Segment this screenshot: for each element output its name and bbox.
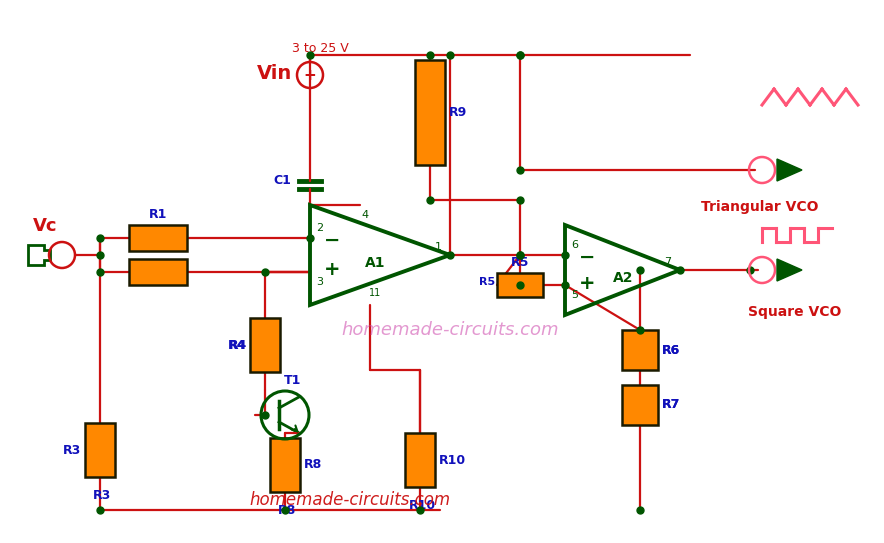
- Text: homemade-circuits.com: homemade-circuits.com: [341, 321, 559, 339]
- Text: R4: R4: [229, 338, 247, 351]
- Text: C1: C1: [273, 174, 291, 186]
- Bar: [622, 330, 658, 370]
- Text: R4: R4: [227, 338, 246, 351]
- Text: Vin: Vin: [256, 64, 292, 83]
- Text: R10: R10: [439, 453, 466, 466]
- Text: 3 to 25 V: 3 to 25 V: [292, 42, 348, 55]
- Text: R10: R10: [408, 499, 436, 512]
- Polygon shape: [777, 259, 802, 281]
- Text: −: −: [579, 248, 595, 267]
- Text: +: +: [579, 274, 595, 293]
- Text: R1: R1: [149, 208, 167, 221]
- Bar: [415, 60, 445, 165]
- Text: R5: R5: [511, 256, 530, 269]
- Text: 6: 6: [571, 240, 578, 250]
- Text: R7: R7: [662, 399, 681, 412]
- Text: +: +: [303, 67, 316, 83]
- Text: 7: 7: [665, 257, 672, 267]
- Text: A2: A2: [613, 271, 633, 285]
- Text: R8: R8: [304, 458, 323, 471]
- Bar: [622, 385, 658, 425]
- Bar: [129, 225, 187, 251]
- Polygon shape: [777, 159, 802, 181]
- Text: T1: T1: [285, 374, 301, 387]
- Bar: [129, 259, 187, 285]
- Text: R6: R6: [662, 344, 681, 357]
- Text: A1: A1: [365, 256, 385, 270]
- Text: Vc: Vc: [33, 217, 57, 235]
- Text: R5: R5: [479, 277, 495, 287]
- Text: R3: R3: [93, 489, 111, 502]
- Text: 2: 2: [316, 223, 324, 233]
- Text: R2: R2: [149, 242, 167, 255]
- Bar: [405, 433, 435, 487]
- Bar: [250, 318, 280, 372]
- Text: Triangular VCO: Triangular VCO: [701, 200, 819, 214]
- Bar: [270, 438, 300, 492]
- Text: R8: R8: [278, 504, 296, 517]
- Text: R7: R7: [662, 399, 681, 412]
- Text: Square VCO: Square VCO: [749, 305, 842, 319]
- Text: 5: 5: [571, 290, 578, 300]
- Text: 4: 4: [362, 210, 369, 220]
- Bar: [497, 273, 543, 297]
- Text: R9: R9: [449, 106, 468, 119]
- Text: R3: R3: [63, 444, 81, 457]
- Text: +: +: [324, 260, 340, 279]
- Text: 11: 11: [369, 288, 381, 298]
- Text: −: −: [324, 231, 340, 250]
- Text: 1: 1: [435, 242, 441, 252]
- Text: homemade-circuits.com: homemade-circuits.com: [249, 491, 451, 509]
- Bar: [85, 423, 115, 477]
- Text: R6: R6: [662, 344, 681, 357]
- Text: 3: 3: [316, 277, 324, 287]
